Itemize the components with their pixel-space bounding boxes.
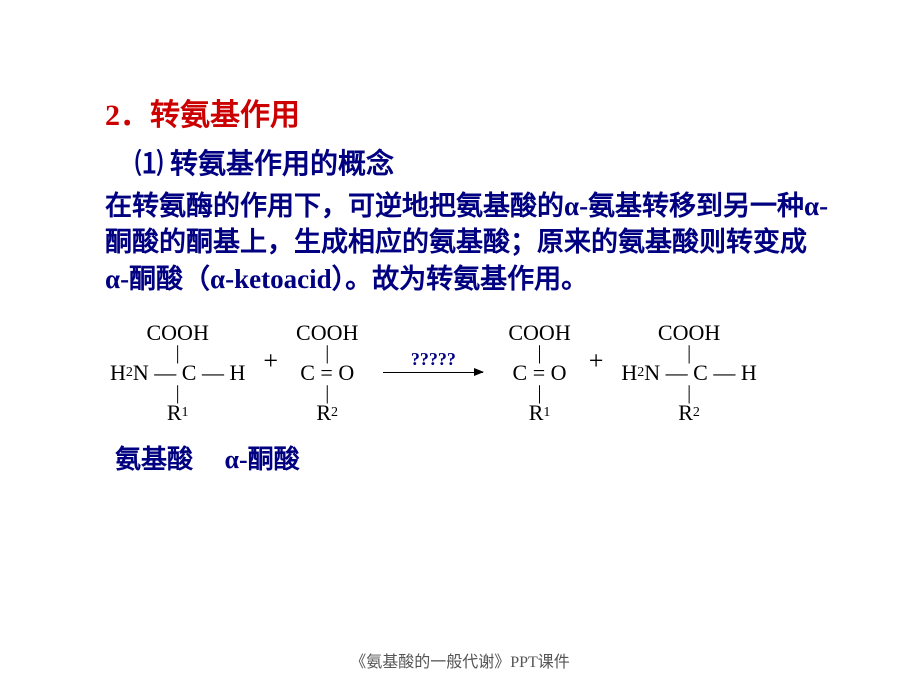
bond: | (176, 346, 180, 360)
label-keto-acid: α-酮酸 (225, 445, 300, 474)
dbond: = (315, 362, 338, 384)
sub1: 1 (182, 406, 189, 420)
bond: | (325, 346, 329, 360)
mol-top: COOH (658, 322, 720, 344)
bond: | (687, 386, 691, 400)
r: R (316, 402, 331, 424)
sub2b: 2 (331, 406, 338, 420)
slide-footer: 《氨基酸的一般代谢》PPT课件 (0, 648, 920, 672)
body-paragraph: 在转氨酶的作用下，可逆地把氨基酸的α-氨基转移到另一种α-酮酸的酮基上，生成相应… (105, 188, 830, 297)
o: O (551, 362, 567, 384)
dash: — (708, 362, 741, 384)
section-heading: 2．转氨基作用 (105, 90, 860, 134)
plus-sign: + (263, 346, 278, 401)
chemical-reaction: COOH | H2N — C — H | R1 + COOH | C = O (110, 322, 860, 424)
dbond: = (527, 362, 550, 384)
bond: | (538, 346, 542, 360)
mol-bottom: R2 (678, 402, 700, 424)
c: C (182, 362, 197, 384)
arrow-label: ????? (411, 349, 456, 370)
mol-top: COOH (296, 322, 358, 344)
o: O (338, 362, 354, 384)
r: R (167, 402, 182, 424)
h: H (621, 362, 637, 384)
dash: — (196, 362, 229, 384)
mol-center-row: C = O (300, 362, 354, 384)
molecule-keto-acid-r2: COOH | C = O | R2 (296, 322, 358, 424)
reaction-arrow-icon (383, 372, 483, 373)
mol-center-row: C = O (513, 362, 567, 384)
mol-center-row: H2N — C — H (110, 362, 245, 384)
bond: | (687, 346, 691, 360)
sub2d: 2 (693, 406, 700, 420)
reaction-arrow-block: ????? (383, 349, 483, 398)
mol-bottom: R2 (316, 402, 338, 424)
bond: | (325, 386, 329, 400)
mol-bottom: R1 (529, 402, 551, 424)
slide-content: 2．转氨基作用 ⑴ 转氨基作用的概念 在转氨酶的作用下，可逆地把氨基酸的α-氨基… (0, 0, 920, 496)
c: C (693, 362, 708, 384)
reactant-labels: 氨基酸 α-酮酸 (115, 439, 860, 476)
subsection-heading: ⑴ 转氨基作用的概念 (135, 142, 860, 182)
label-amino-acid: 氨基酸 (115, 445, 193, 474)
bond: | (538, 386, 542, 400)
dash: — (149, 362, 182, 384)
h-right: H (741, 362, 757, 384)
plus-sign: + (589, 346, 604, 401)
dash: — (660, 362, 693, 384)
r: R (678, 402, 693, 424)
r: R (529, 402, 544, 424)
n: N (133, 362, 149, 384)
sub1b: 1 (543, 406, 550, 420)
sub2: 2 (126, 366, 133, 380)
molecule-amino-acid-r2: COOH | H2N — C — H | R2 (621, 322, 756, 424)
mol-center-row: H2N — C — H (621, 362, 756, 384)
h: H (110, 362, 126, 384)
mol-bottom: R1 (167, 402, 189, 424)
sub2c: 2 (637, 366, 644, 380)
molecule-keto-acid-r1: COOH | C = O | R1 (508, 322, 570, 424)
molecule-amino-acid-r1: COOH | H2N — C — H | R1 (110, 322, 245, 424)
h-right: H (229, 362, 245, 384)
mol-top: COOH (147, 322, 209, 344)
bond: | (176, 386, 180, 400)
mol-top: COOH (508, 322, 570, 344)
n: N (644, 362, 660, 384)
c: C (300, 362, 315, 384)
c: C (513, 362, 528, 384)
